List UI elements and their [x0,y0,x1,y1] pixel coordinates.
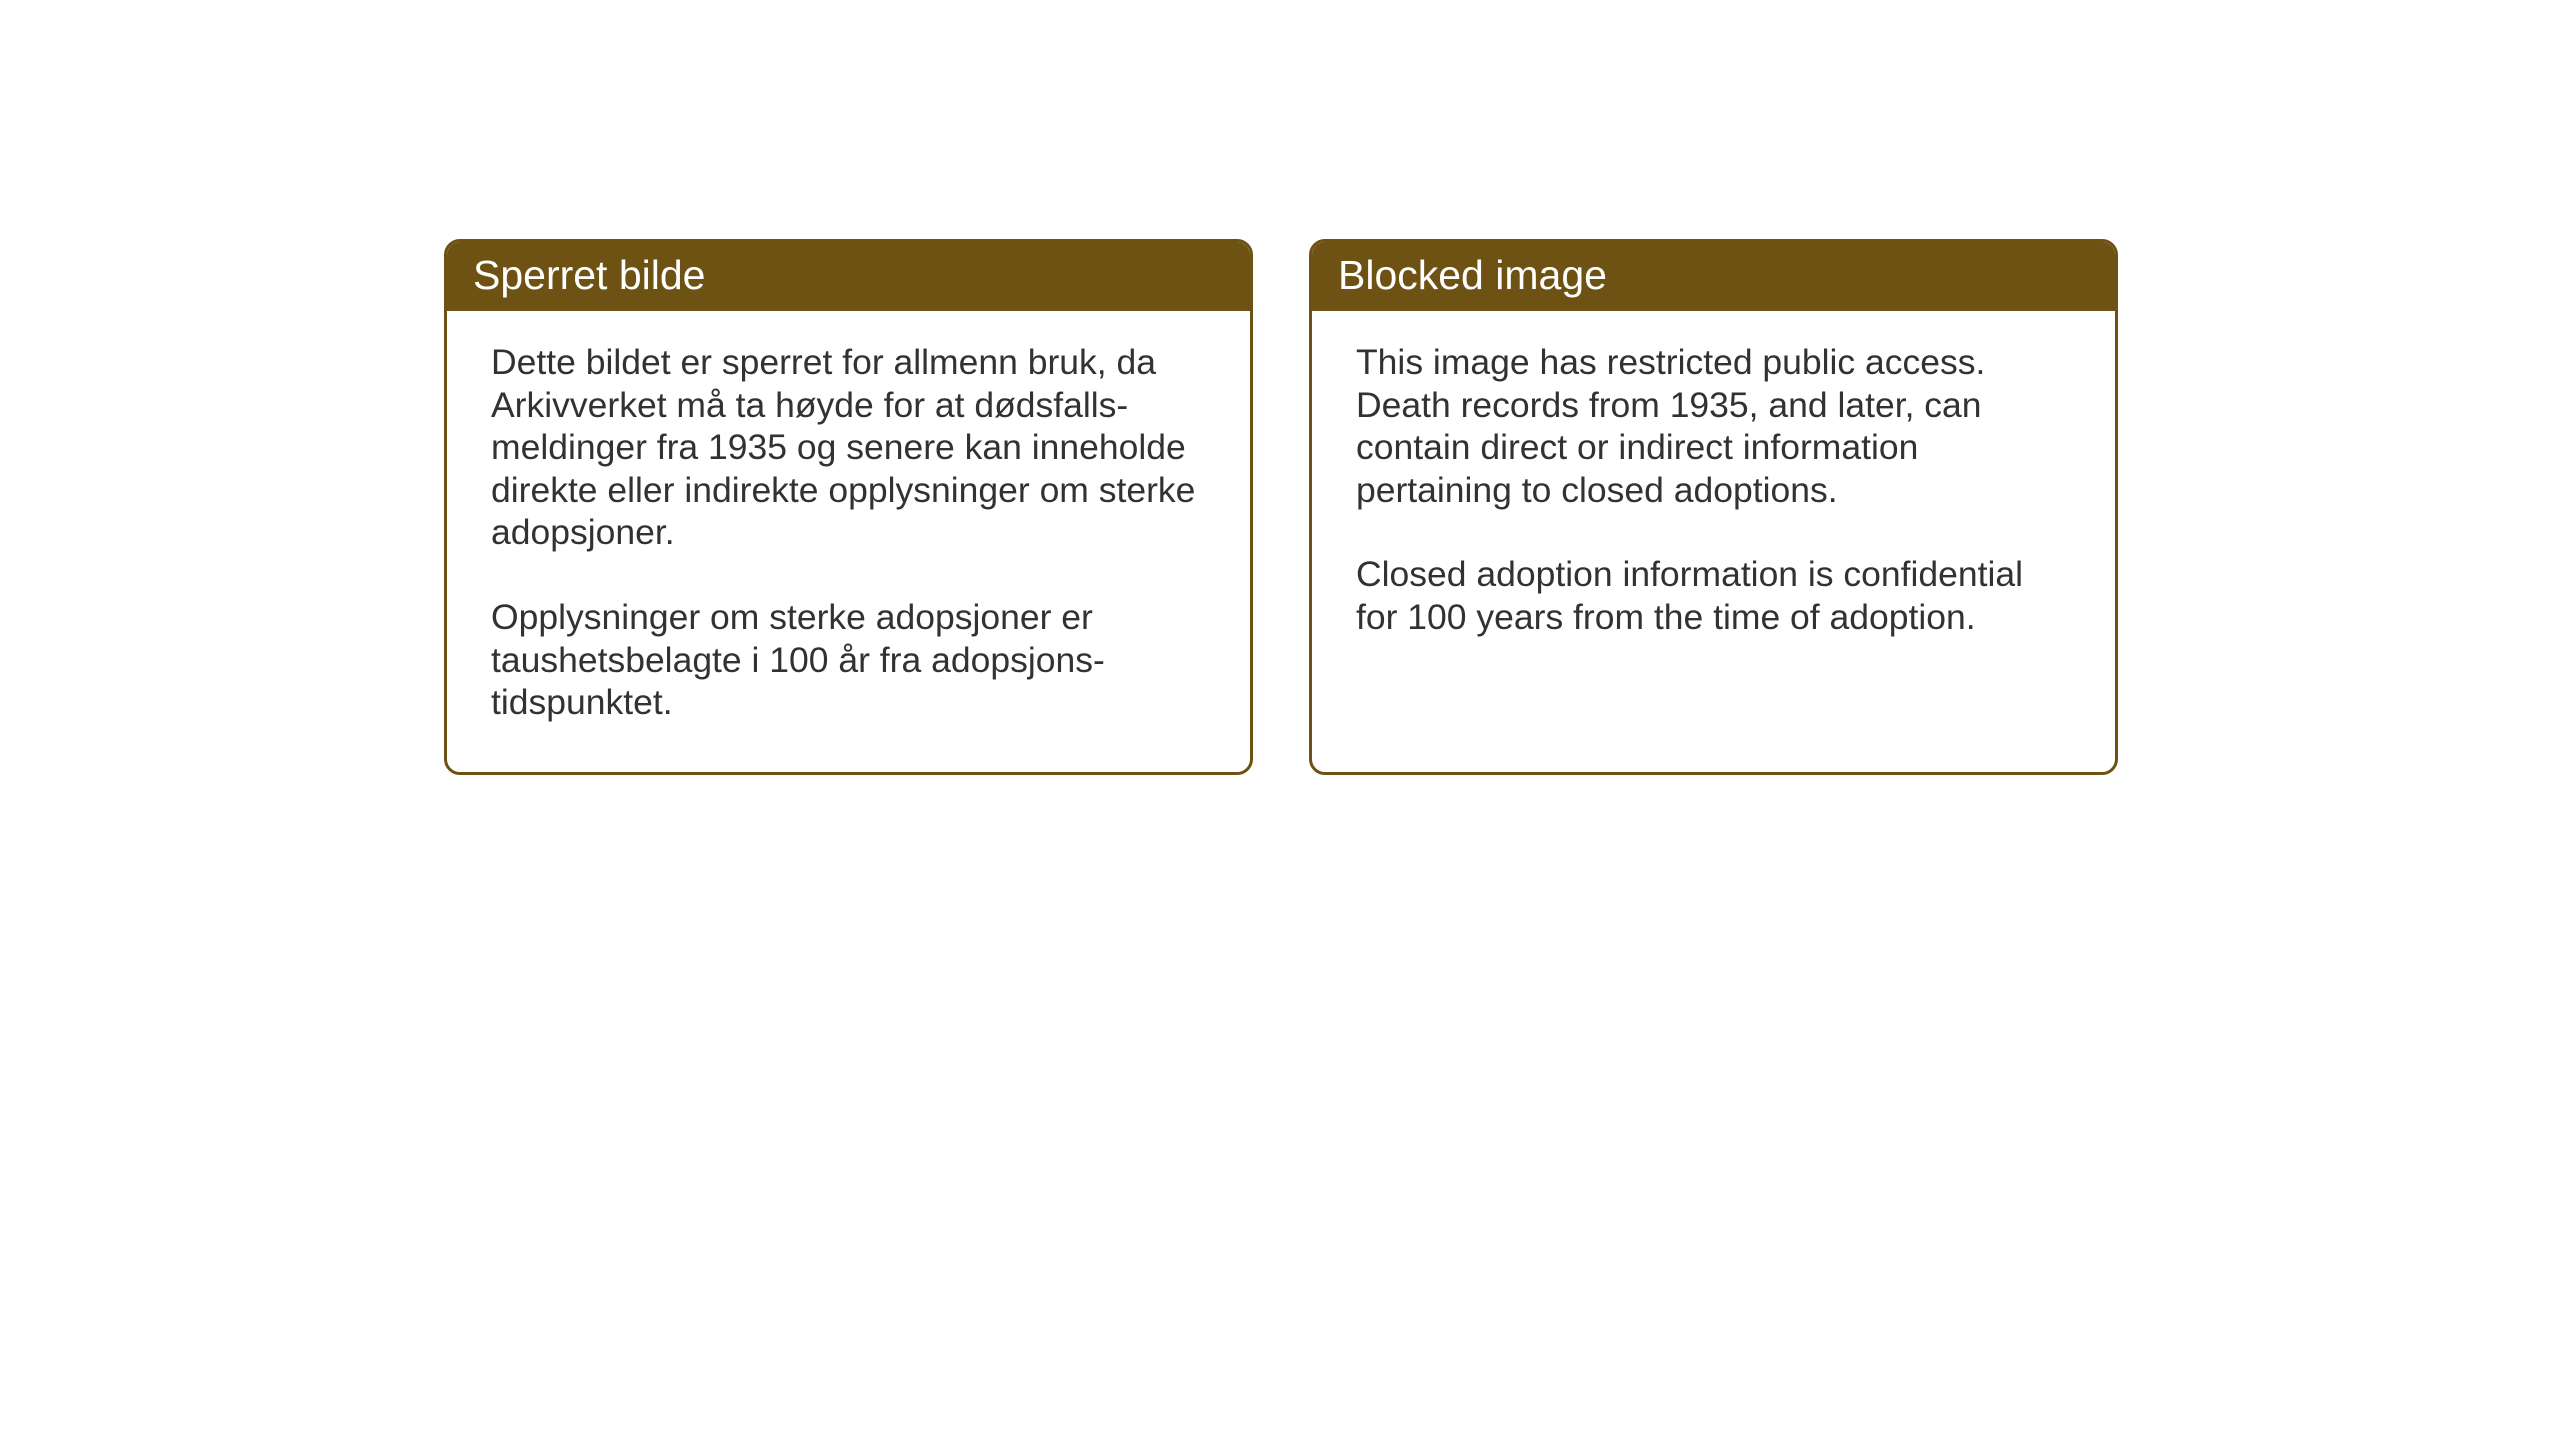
card-body-norwegian: Dette bildet er sperret for allmenn bruk… [447,311,1250,772]
cards-container: Sperret bilde Dette bildet er sperret fo… [0,0,2560,775]
paragraph-2-norwegian: Opplysninger om sterke adopsjoner er tau… [491,596,1206,724]
paragraph-1-english: This image has restricted public access.… [1356,341,2071,511]
paragraph-1-norwegian: Dette bildet er sperret for allmenn bruk… [491,341,1206,554]
card-body-english: This image has restricted public access.… [1312,311,2115,687]
paragraph-2-english: Closed adoption information is confident… [1356,553,2071,638]
card-norwegian: Sperret bilde Dette bildet er sperret fo… [444,239,1253,775]
card-header-english: Blocked image [1312,242,2115,311]
card-header-norwegian: Sperret bilde [447,242,1250,311]
card-english: Blocked image This image has restricted … [1309,239,2118,775]
